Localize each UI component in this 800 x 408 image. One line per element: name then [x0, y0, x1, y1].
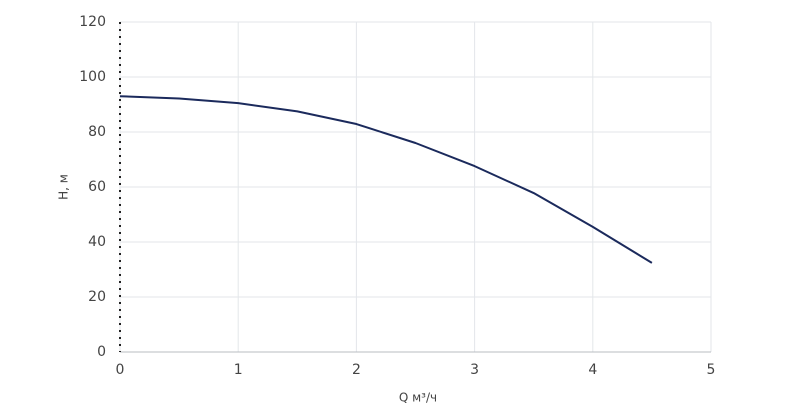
x-tick-label: 1 — [234, 362, 243, 378]
x-tick-label: 5 — [707, 362, 716, 378]
y-tick-label: 120 — [79, 14, 106, 30]
y-tick-label: 100 — [79, 69, 106, 85]
x-tick-label: 3 — [470, 362, 479, 378]
y-tick-label: 40 — [88, 234, 106, 250]
x-tick-label: 0 — [116, 362, 125, 378]
curve — [119, 95, 653, 264]
y-axis-label: H, м — [57, 174, 71, 200]
x-tick-label: 2 — [352, 362, 361, 378]
y-tick-label: 80 — [88, 124, 106, 140]
y-tick-label: 20 — [88, 289, 106, 305]
x-axis-label: Q м³/ч — [399, 391, 437, 405]
x-tick-label: 4 — [588, 362, 597, 378]
y-tick-label: 60 — [88, 179, 106, 195]
y-tick-label: 0 — [97, 344, 106, 360]
